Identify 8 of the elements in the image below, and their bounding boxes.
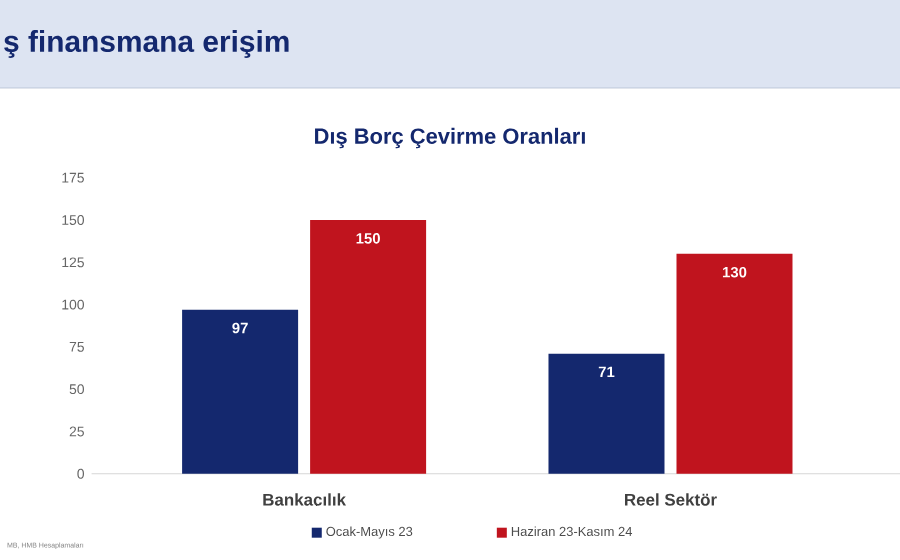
bar — [310, 220, 427, 474]
x-tick-label: Bankacılık — [263, 493, 347, 506]
text: ş finansmana erişim — [4, 30, 289, 58]
bar — [548, 353, 665, 474]
x-tick-label: Reel Sektör — [625, 493, 717, 506]
bar — [676, 253, 793, 474]
bar — [182, 309, 299, 474]
chart-title: Dış Borç Çevirme Oranları — [315, 127, 585, 149]
